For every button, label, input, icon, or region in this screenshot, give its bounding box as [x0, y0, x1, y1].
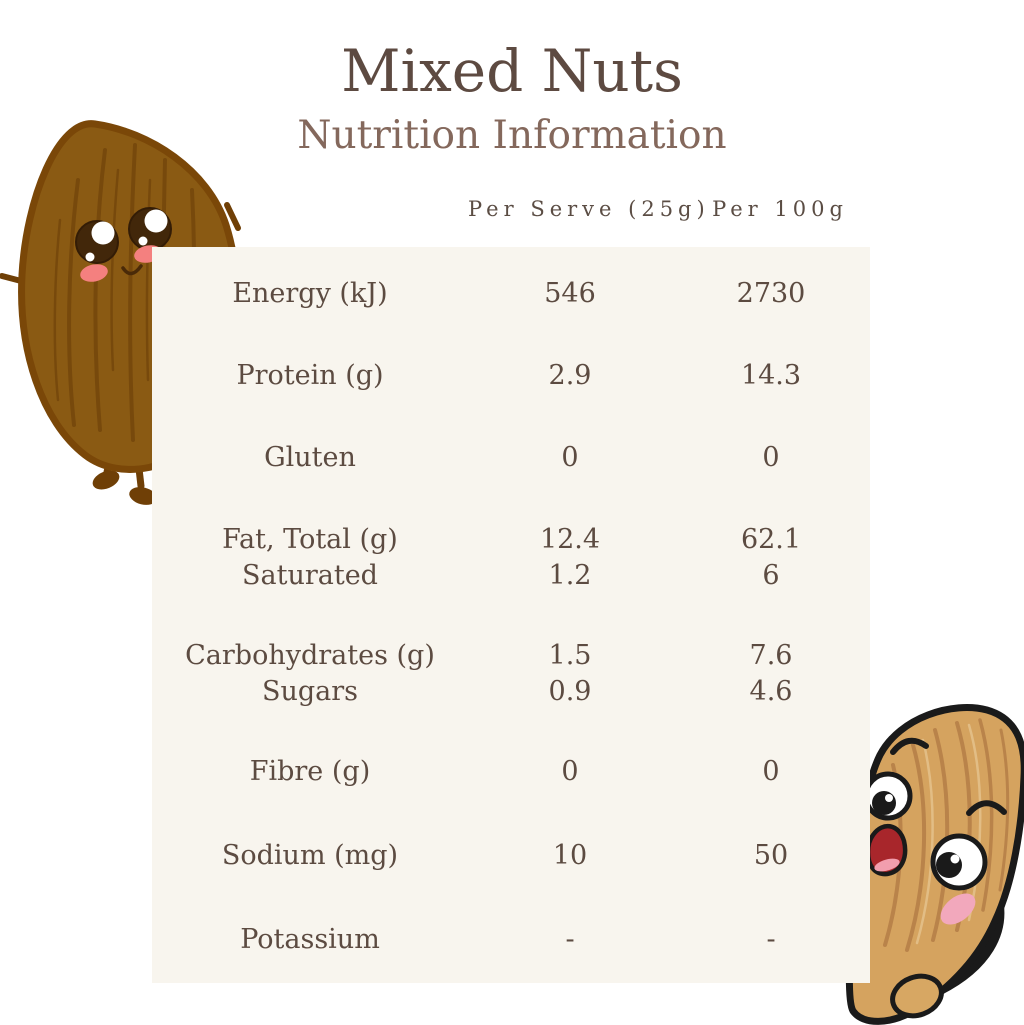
row-label: Carbohydrates (g) — [185, 640, 435, 671]
nutrition-card: Energy (kJ) 546 2730 Protein (g) 2.9 14.… — [152, 247, 870, 983]
row-label: Saturated — [242, 560, 378, 591]
left-nut-right-arm — [224, 202, 241, 231]
row-label: Gluten — [264, 442, 356, 473]
row-label: Sodium (mg) — [221, 840, 399, 871]
almond-eyebrow — [966, 800, 1007, 816]
row-label: Fibre (g) — [249, 756, 371, 787]
page-subtitle: Nutrition Information — [297, 113, 727, 158]
table-row-fibre: Fibre (g) 0 0 — [152, 755, 870, 789]
row-per-100g-value: 14.3 — [740, 360, 802, 391]
table-row-fat-total: Fat, Total (g) 12.4 62.1 — [152, 523, 870, 557]
table-row-gluten: Gluten 0 0 — [152, 441, 870, 475]
row-per-serve-value: - — [565, 924, 575, 955]
left-nut-blush — [80, 264, 108, 282]
left-nut-foot — [129, 487, 157, 505]
row-label: Energy (kJ) — [232, 278, 388, 309]
almond-blush — [940, 893, 976, 925]
table-row-saturated: Saturated 1.2 6 — [152, 559, 870, 593]
row-per-serve-value: 0.9 — [548, 676, 592, 707]
row-label: Fat, Total (g) — [222, 524, 398, 555]
table-row-energy: Energy (kJ) 546 2730 — [152, 277, 870, 311]
row-label: Sugars — [261, 676, 359, 707]
row-label: Protein (g) — [236, 360, 384, 391]
row-per-serve-value: 0 — [561, 442, 579, 473]
row-per-serve-value: 546 — [544, 278, 596, 309]
row-per-serve-value: 2.9 — [548, 360, 592, 391]
row-per-100g-value: 0 — [762, 442, 780, 473]
left-nut-smile — [121, 264, 143, 276]
table-row-sodium: Sodium (mg) 10 50 — [152, 839, 870, 873]
table-row-protein: Protein (g) 2.9 14.3 — [152, 359, 870, 393]
row-per-100g-value: 50 — [753, 840, 789, 871]
table-column-headers: Per Serve (25g) Per 100g — [152, 192, 886, 226]
row-per-100g-value: 4.6 — [749, 676, 793, 707]
row-per-100g-value: 62.1 — [740, 524, 802, 555]
table-row-carbohydrates: Carbohydrates (g) 1.5 7.6 — [152, 639, 870, 673]
row-per-100g-value: 6 — [762, 560, 780, 591]
column-header-per-100g: Per 100g — [712, 197, 848, 221]
almond-tongue — [874, 858, 900, 872]
row-per-serve-value: 1.2 — [548, 560, 592, 591]
column-header-per-serve: Per Serve (25g) — [468, 197, 710, 221]
row-per-serve-value: 10 — [552, 840, 588, 871]
page-title: Mixed Nuts — [341, 37, 683, 105]
row-per-100g-value: 0 — [762, 756, 780, 787]
left-nut-foot — [92, 470, 120, 490]
row-per-serve-value: 1.5 — [548, 640, 592, 671]
row-per-100g-value: 2730 — [736, 278, 806, 309]
row-per-serve-value: 12.4 — [539, 524, 601, 555]
row-per-serve-value: 0 — [561, 756, 579, 787]
almond-hand — [890, 973, 944, 1019]
row-per-100g-value: 7.6 — [749, 640, 793, 671]
table-row-sugars: Sugars 0.9 4.6 — [152, 675, 870, 709]
almond-character-icon — [845, 704, 1024, 1025]
table-row-potassium: Potassium - - — [152, 923, 870, 957]
almond-eyebrow — [890, 737, 929, 755]
left-nut-face — [75, 207, 172, 282]
row-per-100g-value: - — [766, 924, 776, 955]
row-label: Potassium — [240, 924, 380, 955]
